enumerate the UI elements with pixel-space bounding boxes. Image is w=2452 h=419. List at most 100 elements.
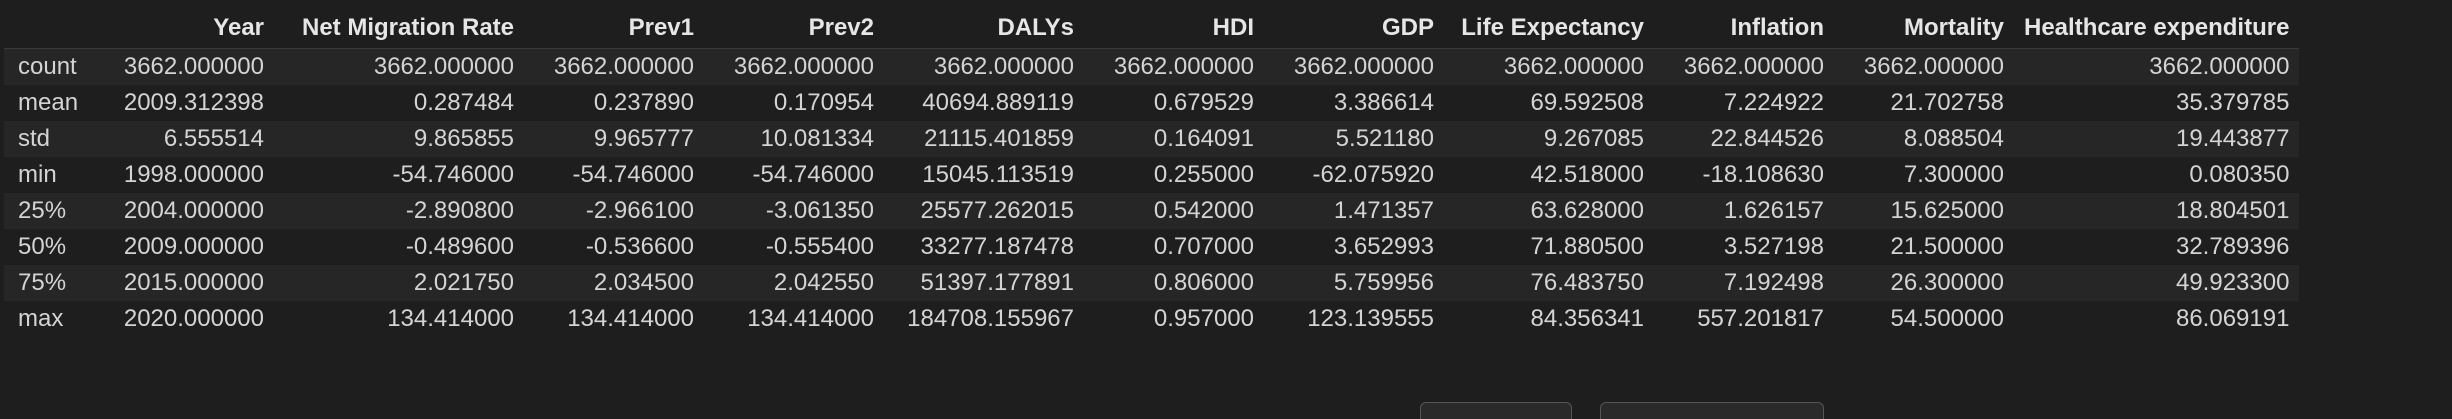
table-cell: 25577.262015 [920,197,1075,224]
table-cell: 0.707000 [1153,233,1254,260]
table-cell: 10.081334 [760,125,874,152]
table-cell: 184708.155967 [907,305,1074,332]
table-cell: 3662.000000 [553,53,694,80]
table-cell: 54.500000 [1890,305,2004,332]
column-header-prev2: Prev2 [704,8,884,49]
table-cell: 15.625000 [1890,197,2004,224]
table-cell: 3662.000000 [1863,53,2004,80]
table-cell: 18.804501 [2175,197,2290,224]
output-toolbar-tab[interactable] [1420,402,1572,419]
table-cell: -54.746000 [572,161,694,188]
table-row: min 1998.000000 -54.746000 -54.746000 -5… [4,157,2300,193]
table-cell: -54.746000 [392,161,514,188]
table-cell: 2020.000000 [123,305,264,332]
table-header-row: Year Net Migration Rate Prev1 Prev2 DALY… [4,8,2300,49]
table-cell: 3662.000000 [1293,53,1434,80]
table-cell: 51397.177891 [920,269,1075,296]
table-cell: 0.080350 [2189,161,2290,188]
table-cell: 5.521180 [1335,125,1434,152]
table-cell: 3.652993 [1333,233,1434,260]
table-cell: 40694.889119 [922,89,1074,116]
table-cell: 71.880500 [1530,233,1644,260]
table-cell: 9.965777 [593,125,694,152]
table-row: 25% 2004.000000 -2.890800 -2.966100 -3.0… [4,193,2300,229]
table-cell: 35.379785 [2175,89,2290,116]
table-cell: -3.061350 [765,197,874,224]
table-row: mean 2009.312398 0.287484 0.237890 0.170… [4,85,2300,121]
row-index-label: mean [18,89,79,116]
column-header-mortality: Mortality [1834,8,2014,49]
table-cell: 9.267085 [1543,125,1644,152]
table-cell: 2.034500 [593,269,694,296]
table-row: 50% 2009.000000 -0.489600 -0.536600 -0.5… [4,229,2300,265]
column-header-inflation: Inflation [1654,8,1834,49]
table-cell: 3662.000000 [933,53,1074,80]
table-cell: -2.890800 [405,197,514,224]
table-cell: 22.844526 [1710,125,1824,152]
table-cell: 49.923300 [2175,269,2290,296]
table-cell: 2009.000000 [123,233,264,260]
table-cell: 3662.000000 [1503,53,1644,80]
table-cell: 3662.000000 [733,53,874,80]
table-cell: 7.224922 [1723,89,1824,116]
row-index-label: count [18,53,77,80]
table-row: std 6.555514 9.865855 9.965777 10.081334… [4,121,2300,157]
row-index-label: std [18,125,51,152]
table-cell: 0.237890 [593,89,694,116]
table-cell: 1.471357 [1333,197,1434,224]
table-body: count 3662.000000 3662.000000 3662.00000… [4,48,2300,337]
table-cell: -18.108630 [1702,161,1824,188]
column-header-year: Year [104,8,274,49]
table-cell: 7.192498 [1723,269,1824,296]
table-cell: 8.088504 [1903,125,2004,152]
column-header-gdp: GDP [1264,8,1444,49]
table-cell: 32.789396 [2175,233,2290,260]
column-header-index [4,8,104,49]
table-cell: -0.555400 [765,233,874,260]
table-cell: 21115.401859 [924,125,1074,152]
table-cell: 0.170954 [773,89,874,116]
table-cell: 0.287484 [413,89,514,116]
table-cell: 3.386614 [1333,89,1434,116]
table-cell: 0.255000 [1153,161,1254,188]
table-cell: 1.626157 [1723,197,1824,224]
table-cell: -62.075920 [1312,161,1434,188]
table-cell: 0.542000 [1153,197,1254,224]
table-cell: 5.759956 [1333,269,1434,296]
table-cell: 6.555514 [163,125,264,152]
table-cell: 0.806000 [1153,269,1254,296]
table-cell: 0.164091 [1153,125,1254,152]
column-header-dalys: DALYs [884,8,1084,49]
row-index-label: min [18,161,57,188]
table-cell: 84.356341 [1530,305,1644,332]
table-cell: 2.042550 [773,269,874,296]
table-cell: 1998.000000 [123,161,264,188]
table-cell: 0.957000 [1153,305,1254,332]
table-cell: 2009.312398 [123,89,264,116]
table-cell: 63.628000 [1530,197,1644,224]
table-cell: 76.483750 [1530,269,1644,296]
table-cell: -54.746000 [752,161,874,188]
table-cell: 3662.000000 [123,53,264,80]
table-cell: 21.500000 [1890,233,2004,260]
table-cell: 134.414000 [567,305,694,332]
table-cell: 123.139555 [1307,305,1434,332]
table-cell: -0.489600 [405,233,514,260]
table-cell: 33277.187478 [920,233,1075,260]
table-cell: 2.021750 [413,269,514,296]
table-cell: 15045.113519 [922,161,1074,188]
output-toolbar-tab[interactable] [1600,402,1824,419]
table-cell: 3662.000000 [2149,53,2290,80]
table-cell: 2015.000000 [123,269,264,296]
row-index-label: 50% [18,233,67,260]
table-row: 75% 2015.000000 2.021750 2.034500 2.0425… [4,265,2300,301]
row-index-label: 25% [18,197,67,224]
describe-dataframe-table: Year Net Migration Rate Prev1 Prev2 DALY… [4,8,2300,337]
table-cell: 134.414000 [387,305,514,332]
column-header-healthcare-expenditure: Healthcare expenditure [2014,8,2300,49]
table-cell: 2004.000000 [123,197,264,224]
row-index-label: max [18,305,64,332]
table-cell: 3662.000000 [373,53,514,80]
table-cell: 9.865855 [413,125,514,152]
